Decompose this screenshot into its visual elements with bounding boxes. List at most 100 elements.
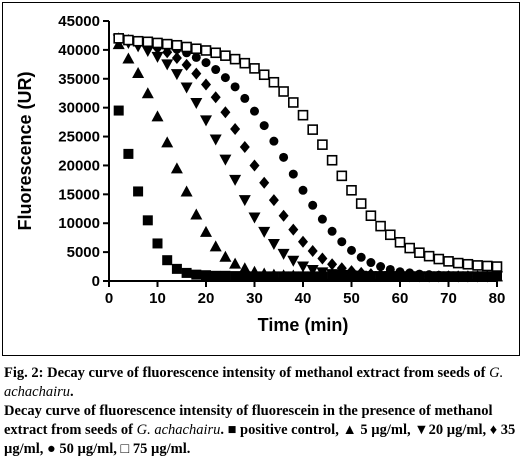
figure-frame: 0 5000 10000 15000 20000 25000 30000 35000 40000… — [2, 2, 520, 356]
data-point — [492, 271, 502, 281]
data-point — [113, 33, 124, 44]
data-point — [200, 45, 212, 56]
data-point — [258, 267, 271, 279]
data-point — [267, 239, 280, 251]
data-point — [375, 220, 386, 232]
series-5 — [113, 33, 503, 272]
x-tick-label: 10 — [149, 290, 166, 307]
data-point — [113, 105, 124, 116]
x-tick-label: 70 — [440, 290, 457, 307]
chart-ticks: 0 5000 10000 15000 20000 25000 30000 35000 40000… — [58, 13, 505, 307]
data-point — [317, 252, 328, 265]
caption-species: G. achachairu — [4, 365, 504, 400]
data-point — [463, 271, 473, 281]
data-point — [201, 78, 211, 91]
data-point — [151, 110, 164, 122]
data-point — [238, 195, 251, 207]
caption-desc-text: Decay curve of fluorescence intensity of… — [4, 403, 493, 438]
data-point — [132, 35, 144, 47]
data-point — [190, 98, 203, 110]
data-point — [346, 265, 357, 278]
y-tick-label: 35000 — [58, 71, 100, 88]
data-point — [452, 257, 464, 269]
data-point — [337, 237, 347, 247]
data-point — [366, 258, 376, 268]
caption-desc-species: G. achachairu — [136, 422, 221, 438]
data-point — [220, 73, 230, 83]
data-point — [405, 268, 415, 278]
caption-legend-text: . ■ positive control, ▲ 5 µg/ml, ▼20 µg/… — [4, 422, 516, 457]
data-point — [210, 91, 221, 104]
data-point — [308, 200, 318, 210]
data-point — [220, 106, 231, 119]
data-point — [327, 226, 337, 236]
caption-fig-label: Fig. 2: — [4, 365, 48, 381]
data-point — [161, 59, 174, 71]
data-point — [433, 253, 445, 265]
data-point — [473, 271, 483, 281]
data-point — [152, 238, 163, 249]
data-point — [201, 58, 211, 68]
data-point — [210, 47, 221, 59]
data-point — [170, 69, 183, 81]
data-point — [219, 250, 232, 262]
data-point — [229, 174, 242, 186]
data-point — [151, 51, 164, 63]
data-point — [414, 269, 424, 279]
data-point — [385, 264, 395, 274]
y-tick-label: 40000 — [58, 42, 100, 59]
data-point — [306, 265, 319, 277]
data-point — [238, 262, 251, 274]
x-axis-label: Time (min) — [258, 315, 349, 335]
data-point — [287, 255, 300, 267]
data-point — [250, 106, 259, 116]
series-2 — [112, 34, 503, 283]
caption-title: Fig. 2: Decay curve of fluorescence inte… — [4, 364, 520, 402]
data-point — [356, 266, 367, 279]
data-point — [171, 51, 182, 64]
data-point — [288, 169, 298, 179]
data-point — [297, 109, 309, 121]
data-point — [239, 140, 250, 153]
data-point — [326, 154, 338, 166]
data-point — [278, 86, 289, 97]
data-point — [230, 271, 241, 282]
data-point — [336, 262, 347, 275]
data-point — [336, 170, 348, 182]
data-point — [230, 82, 240, 92]
data-point — [133, 186, 144, 197]
data-point — [462, 258, 474, 270]
data-point — [249, 159, 260, 172]
data-point — [365, 210, 377, 222]
data-point — [209, 240, 222, 252]
data-point — [211, 65, 221, 75]
data-point — [404, 242, 416, 254]
data-point — [240, 93, 250, 103]
data-point — [277, 248, 290, 260]
y-tick-label: 25000 — [58, 129, 100, 146]
data-point — [220, 50, 231, 61]
data-point — [200, 225, 212, 237]
data-point — [180, 185, 193, 197]
data-point — [279, 152, 289, 162]
caption-title-end: . — [70, 384, 74, 400]
data-point — [453, 271, 463, 281]
data-point — [258, 226, 271, 238]
data-point — [248, 265, 261, 277]
data-point — [269, 136, 279, 146]
y-tick-label: 5000 — [67, 244, 100, 261]
data-point — [472, 260, 483, 271]
data-point — [365, 268, 376, 281]
data-point — [191, 269, 202, 280]
data-point — [443, 256, 454, 267]
caption-description: Decay curve of fluorescence intensity of… — [4, 402, 520, 459]
data-point — [307, 244, 318, 257]
x-tick-label: 50 — [343, 290, 360, 307]
data-point — [170, 162, 183, 174]
y-tick-label: 0 — [92, 273, 100, 290]
data-point — [142, 36, 154, 48]
y-tick-label: 10000 — [58, 215, 100, 232]
data-point — [210, 270, 221, 281]
data-point — [307, 124, 319, 135]
data-point — [220, 270, 231, 281]
